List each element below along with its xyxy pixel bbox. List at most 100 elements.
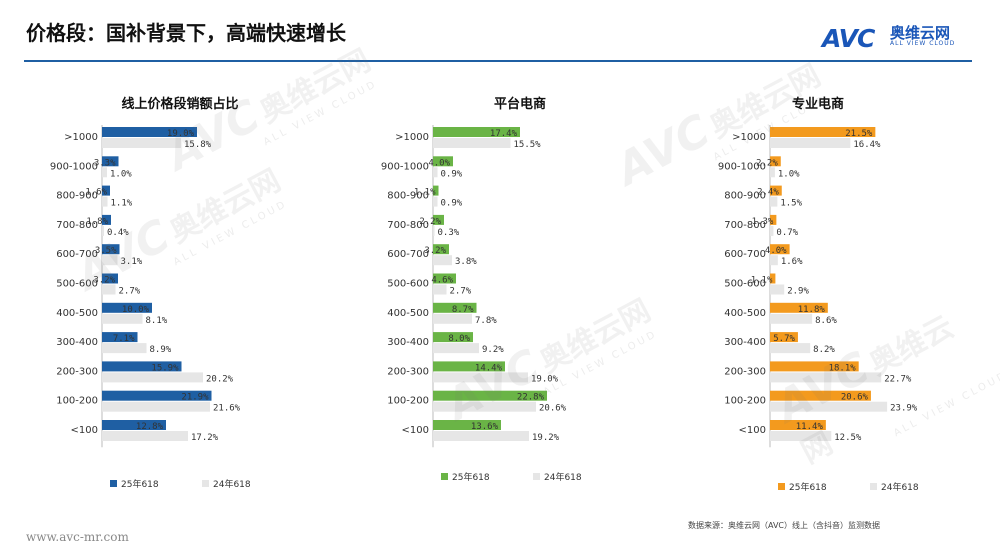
- data-label: 21.9%: [181, 393, 209, 403]
- bar-current: [433, 127, 520, 137]
- category-label: 800-900: [56, 191, 98, 202]
- bar-current: [770, 156, 781, 167]
- data-label: 0.9%: [441, 199, 463, 209]
- data-label: 4.0%: [765, 246, 787, 256]
- data-label: 22.7%: [884, 374, 912, 384]
- legend-swatch: [441, 473, 448, 480]
- category-label: 100-200: [56, 396, 98, 407]
- legend-swatch: [870, 483, 877, 490]
- bar-current: [433, 420, 501, 430]
- data-label: 3.8%: [455, 257, 477, 267]
- category-label: 300-400: [56, 337, 98, 348]
- data-label: 0.4%: [107, 228, 129, 238]
- category-label: 300-400: [387, 337, 429, 348]
- bar-current: [102, 273, 118, 284]
- bar-previous: [102, 401, 210, 412]
- data-label: 1.1%: [414, 188, 436, 198]
- data-label: 11.4%: [796, 422, 824, 432]
- bar-current: [770, 127, 876, 137]
- legend-swatch: [110, 480, 117, 487]
- category-label: <100: [71, 425, 98, 436]
- chart-panel-online: 线上价格段销额占比 >1000 19.0% 15.8% 900-1000 3.3% 1.0%…: [30, 78, 315, 518]
- data-label: 2.7%: [450, 287, 472, 297]
- bar-current: [770, 332, 798, 343]
- bar-previous: [433, 167, 438, 178]
- bar-previous: [102, 225, 104, 236]
- category-label: 900-1000: [50, 161, 98, 172]
- bar-previous: [102, 138, 181, 148]
- data-label: 14.4%: [475, 363, 503, 373]
- bar-current: [433, 332, 473, 343]
- data-label: 7.1%: [113, 334, 135, 344]
- bar-current: [102, 361, 182, 372]
- bar-previous: [770, 138, 851, 148]
- category-label: 900-1000: [381, 161, 429, 172]
- bar-current: [433, 390, 547, 401]
- chart-svg: 线上价格段销额占比 >1000 19.0%15.8% 900-10003.3%1.0%…: [50, 96, 251, 490]
- data-label: 8.2%: [813, 345, 835, 355]
- category-label: 400-500: [56, 308, 98, 319]
- category-label: 900-1000: [718, 161, 766, 172]
- bar-previous: [770, 225, 774, 236]
- data-label: 20.6%: [539, 404, 567, 414]
- bar-previous: [433, 138, 511, 148]
- footer-source: 数据来源：奥维云网（AVC）线上（含抖音）监测数据: [688, 521, 881, 530]
- data-label: 1.8%: [86, 217, 108, 227]
- data-label: 12.5%: [834, 433, 862, 443]
- bar-previous: [433, 343, 479, 354]
- bar-previous: [433, 313, 472, 324]
- bar-current: [433, 185, 439, 196]
- data-label: 2.2%: [419, 217, 441, 227]
- bar-previous: [770, 372, 882, 383]
- bar-previous: [770, 343, 811, 354]
- category-label: 200-300: [387, 366, 429, 377]
- data-label: 0.9%: [441, 169, 463, 179]
- category-label: >1000: [732, 132, 766, 143]
- category-label: 100-200: [387, 396, 429, 407]
- data-label: 1.5%: [780, 199, 802, 209]
- bar-previous: [433, 255, 452, 266]
- bar-previous: [770, 401, 888, 412]
- data-label: 8.6%: [815, 316, 837, 326]
- avc-logo: AVC 奥维云网 ALL VIEW CLOUD: [822, 22, 972, 53]
- chart-title: 专业电商: [792, 96, 844, 112]
- data-label: 1.0%: [778, 169, 800, 179]
- data-label: 15.8%: [184, 140, 212, 150]
- bar-previous: [770, 284, 785, 295]
- data-label: 3.3%: [94, 158, 116, 168]
- chart-title: 平台电商: [494, 96, 546, 112]
- bar-previous: [102, 372, 203, 383]
- data-label: 1.3%: [752, 217, 774, 227]
- bar-current: [770, 244, 790, 255]
- bar-previous: [102, 284, 116, 295]
- bar-current: [433, 361, 505, 372]
- category-label: <100: [402, 425, 429, 436]
- data-label: 5.7%: [773, 334, 795, 344]
- data-label: 3.1%: [121, 257, 143, 267]
- category-label: 400-500: [724, 308, 766, 319]
- data-label: 10.0%: [122, 305, 150, 315]
- category-label: >1000: [64, 132, 98, 143]
- bar-previous: [433, 225, 435, 236]
- data-label: 1.1%: [111, 199, 133, 209]
- bar-current: [433, 273, 456, 284]
- category-label: 100-200: [724, 396, 766, 407]
- bar-current: [770, 361, 859, 372]
- chart-svg: 平台电商>1000 17.4%15.5%900-1000 4.0%0.9%800-9…: [381, 96, 582, 483]
- bar-previous: [102, 313, 143, 324]
- data-label: 18.1%: [829, 363, 857, 373]
- bar-current: [102, 127, 197, 137]
- data-label: 19.0%: [531, 374, 559, 384]
- bar-previous: [433, 401, 536, 412]
- data-label: 19.0%: [167, 129, 195, 139]
- chart-title: 线上价格段销额占比: [121, 96, 238, 112]
- data-label: 20.2%: [206, 374, 234, 384]
- data-label: 22.8%: [517, 393, 545, 403]
- data-label: 1.6%: [781, 257, 803, 267]
- chart-panel-platform: 平台电商 >1000 17.4% 15.5% 900-1000 4.0% 0.9% 800-9…: [355, 78, 640, 518]
- footer-url[interactable]: www.avc-mr.com: [26, 530, 129, 544]
- data-label: 3.5%: [95, 246, 117, 256]
- legend-label: 24年618: [881, 481, 919, 493]
- data-label: 13.6%: [471, 422, 499, 432]
- bar-current: [102, 214, 111, 225]
